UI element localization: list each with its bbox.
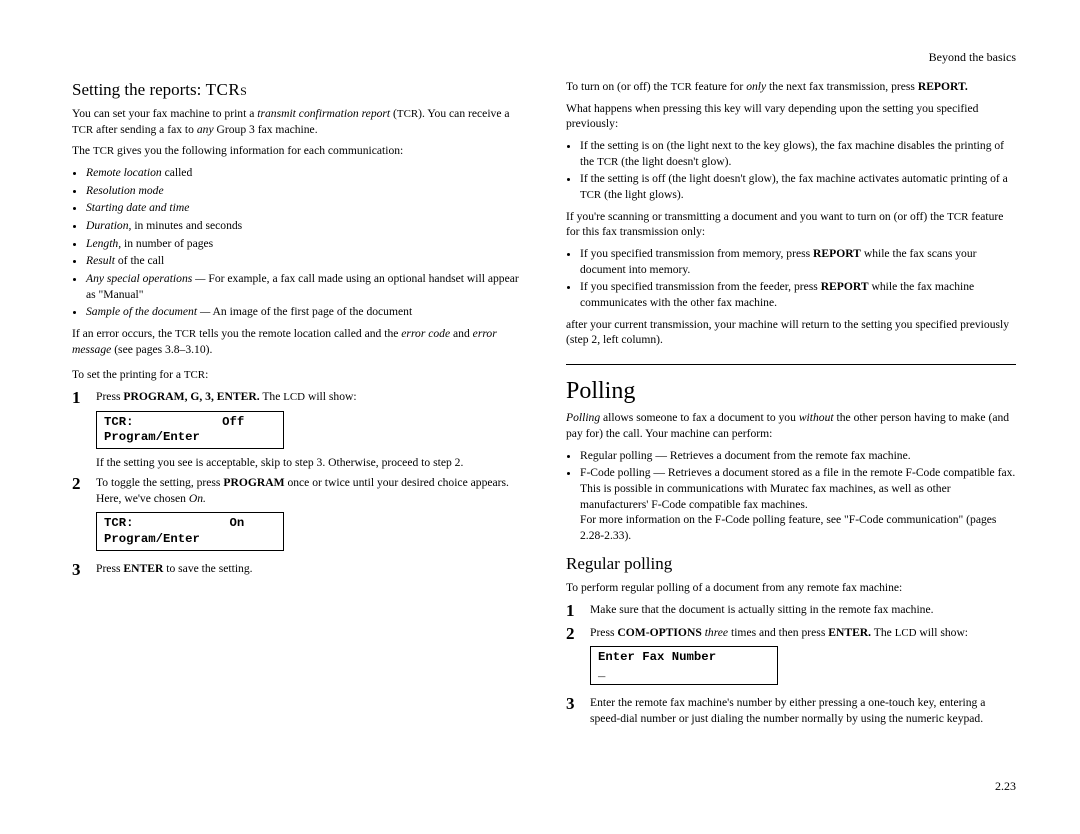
step-number: 3 [566,695,582,726]
intro-paragraph-1: You can set your fax machine to print a … [72,106,522,137]
list-item: Resolution mode [86,183,522,199]
error-paragraph: If an error occurs, the TCR tells you th… [72,326,522,357]
polling-types-list: Regular polling — Retrieves a document f… [580,448,1016,544]
heading-text: Setting the reports: [72,80,201,99]
setting-behavior-list: If the setting is on (the light next to … [580,138,1016,203]
scanning-paragraph: If you're scanning or transmitting a doc… [566,209,1016,240]
step-body: Make sure that the document is actually … [590,602,1016,621]
list-note: For more information on the F-Code polli… [580,512,1016,543]
page-number: 2.23 [72,779,1016,794]
step-number: 1 [566,602,582,621]
polling-steps: 1 Make sure that the document is actuall… [566,602,1016,726]
top-paragraph-2: What happens when pressing this key will… [566,101,1016,132]
step-number: 2 [566,625,582,691]
tcr-info-list: Remote location called Resolution mode S… [86,165,522,320]
intro-paragraph-2: The TCR gives you the following informat… [72,143,522,159]
heading-regular-polling: Regular polling [566,553,1016,576]
step-body: Enter the remote fax machine's number by… [590,695,1016,726]
list-item: Any special operations — For example, a … [86,271,522,302]
lcd-display-1: TCR: Off Program/Enter [96,411,284,450]
step-number: 1 [72,389,88,471]
regular-polling-intro: To perform regular polling of a document… [566,580,1016,596]
list-item: Sample of the document — An image of the… [86,304,522,320]
poll-step-3: 3 Enter the remote fax machine's number … [566,695,1016,726]
poll-step-2: 2 Press COM-OPTIONS three times and then… [566,625,1016,691]
step-body: To toggle the setting, press PROGRAM onc… [96,475,522,557]
step-2: 2 To toggle the setting, press PROGRAM o… [72,475,522,557]
step-3: 3 Press ENTER to save the setting. [72,561,522,580]
running-header: Beyond the basics [72,50,1016,65]
list-item: Regular polling — Retrieves a document f… [580,448,1016,464]
heading-smallcaps: TCRs [206,80,248,99]
step-note: If the setting you see is acceptable, sk… [96,455,522,471]
list-item: Remote location called [86,165,522,181]
tcr-steps: 1 Press PROGRAM, G, 3, ENTER. The LCD wi… [72,389,522,580]
lcd-display-3: Enter Fax Number _ [590,646,778,685]
step-body: Press COM-OPTIONS three times and then p… [590,625,1016,691]
list-item: If you specified transmission from memor… [580,246,1016,277]
section-divider [566,364,1016,365]
list-item: Result of the call [86,253,522,269]
polling-intro: Polling allows someone to fax a document… [566,410,1016,441]
list-item: If you specified transmission from the f… [580,279,1016,310]
list-item: Starting date and time [86,200,522,216]
list-item: Duration, in minutes and seconds [86,218,522,234]
to-set-paragraph: To set the printing for a TCR: [72,367,522,383]
two-column-layout: Setting the reports: TCRs You can set yo… [72,77,1016,771]
transmission-list: If you specified transmission from memor… [580,246,1016,311]
step-1: 1 Press PROGRAM, G, 3, ENTER. The LCD wi… [72,389,522,471]
page: Beyond the basics Setting the reports: T… [0,0,1080,834]
after-paragraph: after your current transmission, your ma… [566,317,1016,348]
step-body: Press PROGRAM, G, 3, ENTER. The LCD will… [96,389,522,471]
heading-setting-reports: Setting the reports: TCRs [72,79,522,102]
step-body: Press ENTER to save the setting. [96,561,522,580]
step-number: 2 [72,475,88,557]
heading-polling: Polling [566,375,1016,407]
lcd-display-2: TCR: On Program/Enter [96,512,284,551]
list-item: If the setting is on (the light next to … [580,138,1016,169]
top-paragraph: To turn on (or off) the TCR feature for … [566,79,1016,95]
left-column: Setting the reports: TCRs You can set yo… [72,77,522,771]
list-item: Length, in number of pages [86,236,522,252]
poll-step-1: 1 Make sure that the document is actuall… [566,602,1016,621]
right-column: To turn on (or off) the TCR feature for … [566,77,1016,771]
list-item: F-Code polling — Retrieves a document st… [580,465,1016,543]
list-item: If the setting is off (the light doesn't… [580,171,1016,202]
step-number: 3 [72,561,88,580]
